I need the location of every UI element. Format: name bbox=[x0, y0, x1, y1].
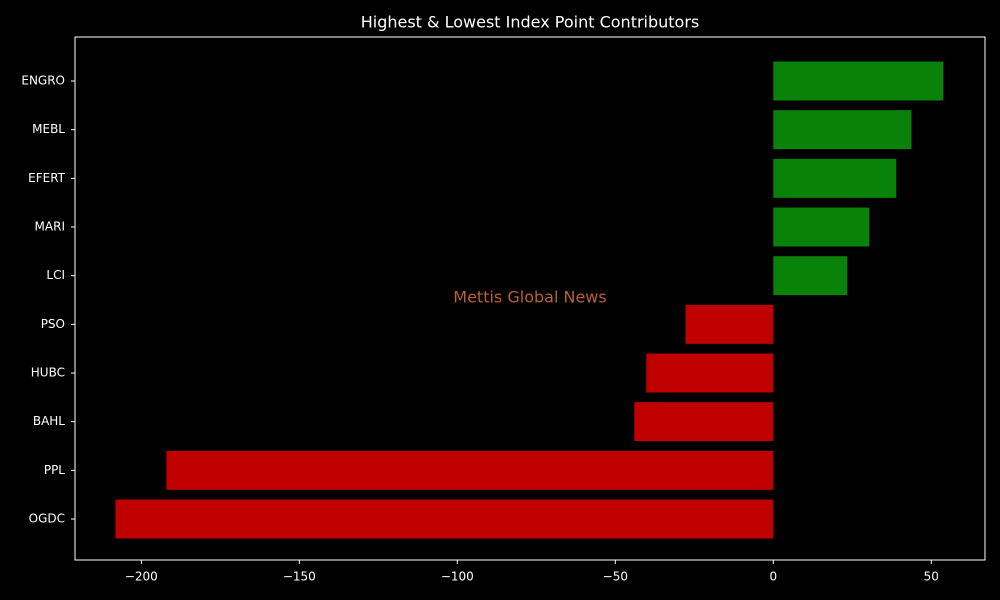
x-tick-label: −200 bbox=[125, 570, 158, 584]
y-tick-label: ENGRO bbox=[21, 74, 65, 88]
bar bbox=[773, 61, 944, 101]
y-tick-label: MARI bbox=[35, 220, 65, 234]
x-tick-label: 0 bbox=[769, 570, 777, 584]
bar bbox=[115, 499, 774, 539]
y-tick-label: LCI bbox=[46, 268, 65, 282]
bar bbox=[685, 304, 774, 344]
y-tick-label: EFERT bbox=[28, 171, 66, 185]
y-tick-label: HUBC bbox=[31, 366, 65, 380]
y-tick-label: OGDC bbox=[29, 512, 65, 526]
watermark: Mettis Global News bbox=[453, 288, 606, 307]
y-tick-label: PPL bbox=[44, 463, 65, 477]
bar bbox=[773, 158, 897, 198]
y-tick-label: BAHL bbox=[33, 414, 65, 428]
x-tick-label: 50 bbox=[924, 570, 939, 584]
plot-frame bbox=[74, 36, 986, 561]
x-tick-label: −100 bbox=[441, 570, 474, 584]
y-tick-label: PSO bbox=[41, 317, 65, 331]
bar bbox=[773, 256, 848, 296]
bar bbox=[166, 450, 774, 490]
chart-title: Highest & Lowest Index Point Contributor… bbox=[361, 13, 700, 32]
bar bbox=[773, 207, 870, 247]
bar bbox=[646, 353, 774, 393]
y-tick-label: MEBL bbox=[32, 122, 65, 136]
x-tick-label: −50 bbox=[603, 570, 628, 584]
bar bbox=[773, 110, 912, 150]
bar bbox=[634, 402, 774, 442]
x-tick-label: −150 bbox=[283, 570, 316, 584]
